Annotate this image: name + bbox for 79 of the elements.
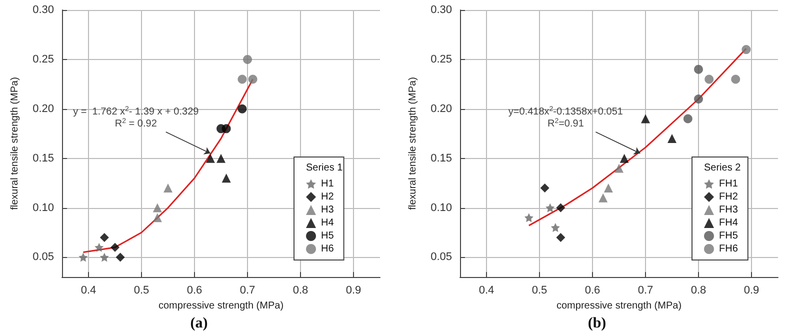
x-tick-label: 0.5 xyxy=(134,284,150,296)
point xyxy=(100,252,109,262)
y-tick-label: 0.10 xyxy=(430,202,452,214)
legend-label: H2 xyxy=(321,192,334,202)
y-axis-title: flexural tensile strength (MPa) xyxy=(408,77,418,210)
point xyxy=(604,184,613,192)
legend-label: H1 xyxy=(321,178,334,190)
point xyxy=(152,203,162,212)
x-axis-title: compressive strength (MPa) xyxy=(158,300,284,312)
x-tick-label: 0.7 xyxy=(638,284,654,296)
point xyxy=(556,232,566,242)
point xyxy=(641,114,650,124)
x-tick-label: 0.8 xyxy=(690,284,706,296)
x-tick-label: 0.6 xyxy=(584,284,600,296)
point xyxy=(620,154,629,163)
y-tick-label: 0.15 xyxy=(430,152,452,164)
y-tick-label: 0.30 xyxy=(430,4,452,16)
text: (a) xyxy=(190,316,208,332)
point xyxy=(222,174,231,183)
legend-label: H5 xyxy=(321,230,334,242)
y-tick-label: 0.25 xyxy=(32,53,54,66)
point xyxy=(216,154,226,163)
point xyxy=(742,45,751,54)
y-tick-label: 0.20 xyxy=(32,102,54,115)
legend-label: FH3 xyxy=(719,204,738,216)
y-tick-label: 0.05 xyxy=(430,251,452,264)
y-tick-label: 0.05 xyxy=(32,251,54,264)
point xyxy=(243,54,252,64)
x-tick-label: 0.9 xyxy=(346,284,362,296)
point xyxy=(206,154,215,163)
point xyxy=(116,252,125,262)
point xyxy=(694,64,703,74)
y-tick-label: 0.30 xyxy=(32,4,54,16)
point xyxy=(152,213,162,222)
legend-title: Series 1 xyxy=(306,162,344,174)
legend-label: FH5 xyxy=(719,230,738,242)
point xyxy=(110,242,120,252)
y-axis-title: flexural tensile strength (MPa) xyxy=(10,77,20,210)
legend-label: FH4 xyxy=(719,218,738,228)
x-tick-label: 0.4 xyxy=(80,284,96,296)
point xyxy=(540,184,550,192)
text: (b) xyxy=(588,316,606,332)
legend-label: H6 xyxy=(321,244,334,254)
y-tick-label: 0.10 xyxy=(32,202,54,214)
point xyxy=(94,242,104,252)
point xyxy=(556,203,566,212)
x-tick-label: 0.5 xyxy=(532,284,548,296)
point xyxy=(78,252,88,262)
point xyxy=(222,124,231,134)
point xyxy=(683,114,692,124)
point xyxy=(238,104,247,114)
point xyxy=(238,74,247,84)
point xyxy=(550,223,560,232)
y-tick-label: 0.25 xyxy=(430,53,452,66)
legend-label: H3 xyxy=(321,204,334,216)
point xyxy=(100,232,109,242)
point xyxy=(668,134,676,144)
x-tick-label: 0.4 xyxy=(478,284,494,296)
x-tick-label: 0.9 xyxy=(744,284,760,296)
point xyxy=(248,74,258,84)
y-tick-label: 0.15 xyxy=(32,152,54,164)
point xyxy=(164,184,172,192)
legend-label: FH2 xyxy=(719,192,738,202)
x-tick-label: 0.6 xyxy=(186,284,202,296)
x-axis-title: compressive strength (MPa) xyxy=(556,300,682,312)
legend-title: Series 2 xyxy=(704,162,742,174)
point xyxy=(614,164,624,173)
x-tick-label: 0.8 xyxy=(292,284,308,296)
x-tick-label: 0.7 xyxy=(240,284,256,296)
point xyxy=(694,94,703,104)
y-tick-label: 0.20 xyxy=(430,102,452,115)
point xyxy=(704,74,714,84)
legend-label: FH6 xyxy=(719,244,738,254)
legend-label: FH1 xyxy=(719,178,738,190)
point xyxy=(524,213,534,222)
point xyxy=(546,203,555,212)
point xyxy=(731,74,740,84)
point xyxy=(598,193,608,202)
legend-label: H4 xyxy=(321,218,334,228)
